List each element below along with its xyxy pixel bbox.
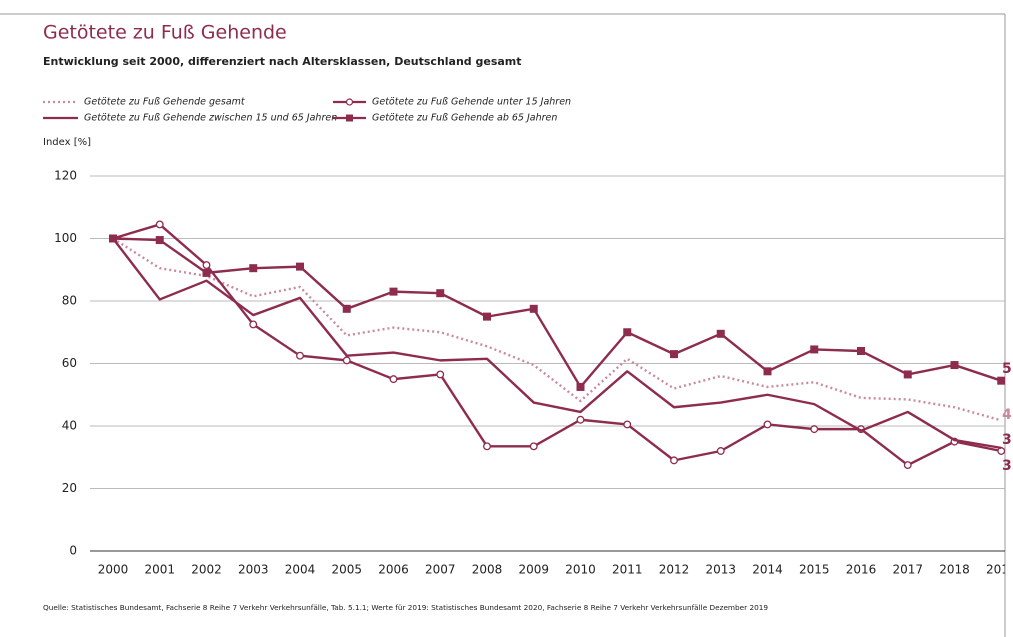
data-point: [296, 351, 304, 360]
x-tick-label: 2014: [752, 563, 783, 577]
data-point: [202, 268, 211, 277]
legend-marker: [345, 98, 354, 106]
x-tick-label: 2012: [659, 563, 690, 577]
end-label: 3: [1002, 458, 1012, 474]
data-point: [202, 261, 211, 270]
x-tick-label: 2015: [799, 563, 830, 577]
data-point: [763, 367, 772, 376]
data-point: [529, 442, 538, 451]
x-tick-label: 2007: [425, 563, 456, 577]
x-tick-label: 2004: [285, 563, 316, 577]
data-point: [249, 320, 258, 329]
y-tick-label: 80: [62, 294, 77, 308]
legend-marker: [346, 114, 353, 122]
x-tick-label: 2010: [565, 563, 596, 577]
x-tick-label: 2000: [98, 563, 129, 577]
legend-label: Getötete zu Fuß Gehende gesamt: [84, 97, 246, 108]
y-tick-label: 0: [69, 544, 77, 558]
x-tick-label: 2005: [331, 563, 362, 577]
series-line: [112, 237, 1002, 422]
x-tick-label: 2017: [892, 563, 923, 577]
x-tick-label: 2016: [846, 563, 877, 577]
data-point: [903, 461, 912, 470]
y-tick-label: 60: [62, 356, 77, 370]
data-point: [389, 287, 398, 296]
data-point: [155, 236, 164, 245]
data-point: [436, 370, 445, 379]
x-tick-label: 2006: [378, 563, 409, 577]
chart-title: Getötete zu Fuß Gehende: [43, 22, 287, 44]
data-point: [529, 304, 538, 313]
x-tick-label: 2018: [939, 563, 970, 577]
y-tick-label: 20: [62, 481, 77, 495]
y-tick-label: 120: [54, 169, 77, 183]
x-tick-label: 2001: [144, 563, 175, 577]
series-line: [112, 223, 1002, 467]
data-point: [997, 376, 1005, 385]
x-tick-label: 2011: [612, 563, 643, 577]
data-point: [716, 329, 725, 338]
plot: 0 20 40 60 80 100 120 2000 2001 2002 2003 2004 2005 2…: [54, 169, 1013, 577]
data-point: [155, 220, 164, 229]
data-point: [483, 442, 491, 451]
end-label: 5: [1002, 361, 1012, 377]
data-point: [576, 415, 585, 424]
x-tick-label: 2009: [518, 563, 549, 577]
data-point: [857, 347, 865, 355]
chart-subtitle: Entwicklung seit 2000, differenziert nac…: [43, 55, 522, 68]
data-point: [576, 382, 585, 391]
legend-label: Getötete zu Fuß Gehende unter 15 Jahren: [372, 97, 571, 108]
data-point: [342, 356, 351, 365]
legend-label: Getötete zu Fuß Gehende ab 65 Jahren: [372, 113, 557, 124]
x-tick-label: 2013: [705, 563, 736, 577]
y-tick-label: 40: [62, 419, 77, 433]
end-label: 4: [1002, 407, 1012, 423]
data-point: [670, 456, 678, 465]
series-line: [112, 237, 1002, 389]
data-point: [950, 361, 959, 370]
y-axis-label: Index [%]: [43, 137, 91, 148]
y-tick-label: 100: [54, 231, 77, 245]
data-point: [249, 264, 258, 273]
data-point: [296, 262, 304, 271]
source: Quelle: Statistisches Bundesamt, Fachser…: [43, 603, 768, 612]
series-line: [112, 237, 1002, 450]
x-tick-label: 2008: [472, 563, 503, 577]
end-label: 3: [1002, 432, 1012, 448]
x-tick-label: 2003: [238, 563, 269, 577]
data-point: [342, 304, 351, 313]
data-point: [810, 345, 819, 354]
x-tick-label: 2002: [191, 563, 222, 577]
data-point: [716, 447, 725, 455]
data-point: [670, 350, 678, 359]
data-point: [436, 289, 445, 298]
data-point: [483, 312, 491, 321]
data-point: [810, 425, 819, 434]
data-point: [389, 375, 398, 384]
data-point: [623, 420, 632, 429]
data-point: [109, 234, 117, 243]
data-point: [903, 370, 912, 379]
data-point: [763, 420, 772, 429]
data-point: [623, 328, 632, 337]
legend-label: Getötete zu Fuß Gehende zwischen 15 und …: [84, 113, 337, 124]
x-tick-label: 2019: [986, 563, 1013, 577]
